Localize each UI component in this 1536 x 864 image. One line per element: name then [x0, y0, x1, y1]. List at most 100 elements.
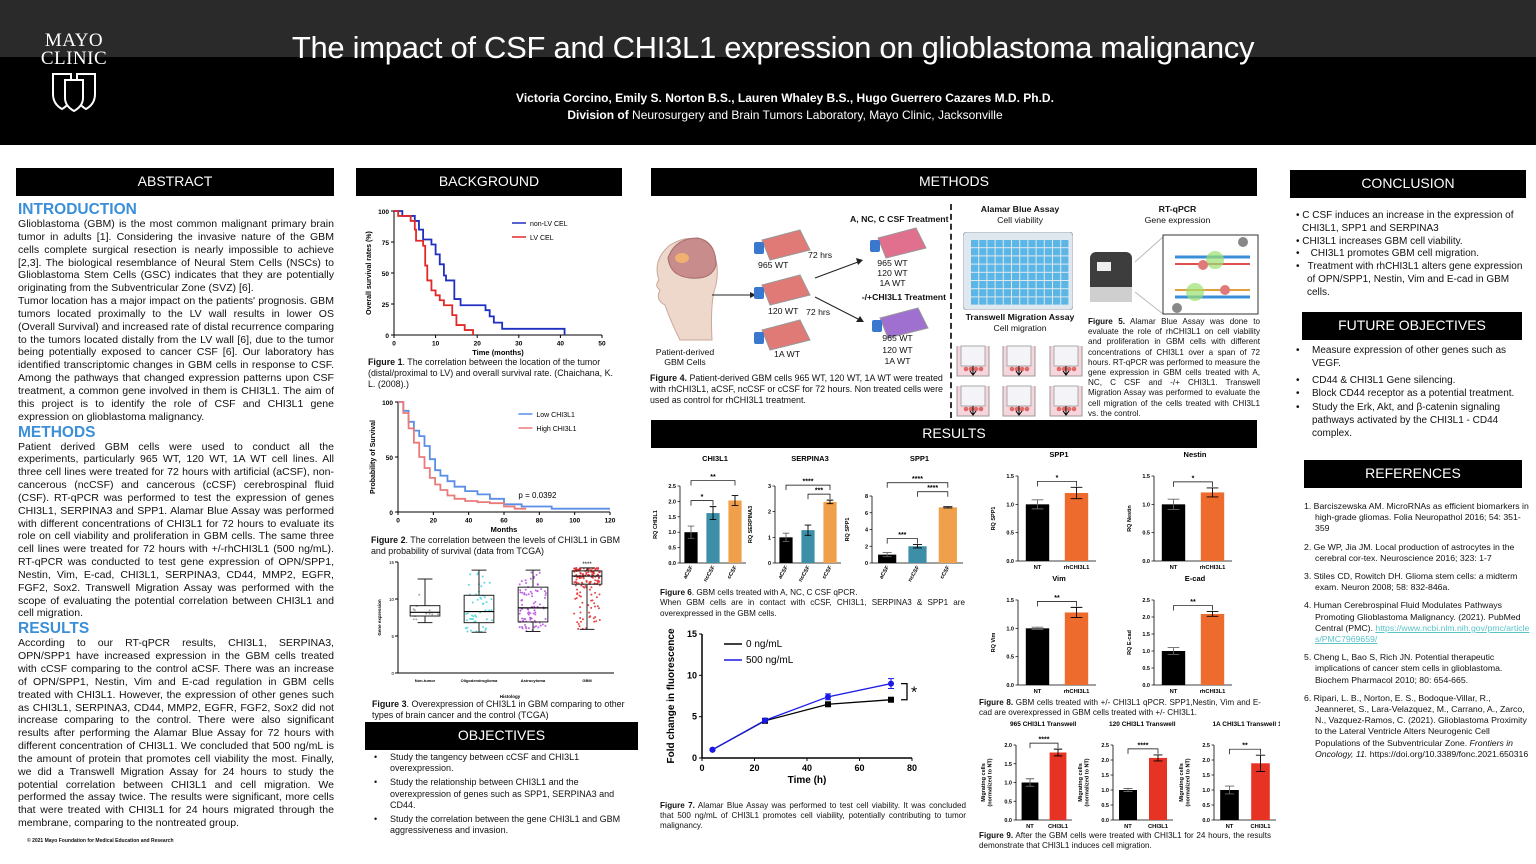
transwell-insert — [1006, 385, 1032, 407]
bar — [823, 501, 837, 563]
figure-1-caption: Figure 1. The correlation between the lo… — [368, 357, 618, 390]
data-point — [538, 603, 541, 606]
bar — [1119, 790, 1137, 820]
plate-well — [995, 297, 1003, 305]
error-bar — [1153, 754, 1163, 762]
data-point — [520, 580, 523, 583]
transwell-title: Transwell Migration Assay — [965, 312, 1075, 322]
reference-item: 6. Ripari, L. B., Norton, E. S., Bodoque… — [1301, 693, 1531, 760]
arrow-icon — [814, 296, 864, 322]
y-tick-label: 0.5 — [668, 546, 676, 552]
data-point — [589, 615, 592, 618]
plate-well — [1003, 297, 1011, 305]
significance-label: *** — [815, 488, 823, 495]
data-point — [428, 609, 431, 612]
data-point — [482, 602, 485, 605]
cell-dot — [1071, 406, 1077, 412]
x-tick-label: aCSF — [879, 564, 892, 580]
error-bar — [943, 506, 953, 509]
x-tick-label: NT — [1034, 565, 1042, 571]
plate-well — [1003, 289, 1011, 297]
x-tick-label: CHI3L1 — [1251, 824, 1272, 830]
y-tick-label: 0.0 — [1142, 683, 1150, 689]
figure-6-caption: Figure 6. GBM cells treated with A, NC, … — [660, 588, 965, 619]
significance-label: **** — [927, 485, 938, 492]
data-point — [593, 572, 596, 575]
data-point — [485, 618, 488, 621]
data-point — [470, 614, 473, 617]
data-point — [578, 625, 581, 628]
data-point — [579, 611, 582, 614]
figure-9-120-chart: 120 CHI3L1 Transwell 1 Migrating cells (no… — [1078, 721, 1177, 830]
patient-cells-label: Patient-derived GBM Cells — [655, 347, 715, 367]
cell-dot — [973, 406, 979, 412]
figure-9-caption: Figure 9. After the GBM cells were treat… — [979, 831, 1271, 851]
plate-well — [1044, 264, 1052, 272]
data-point — [544, 592, 547, 595]
migration-arrow-icon — [1062, 406, 1070, 416]
x-tick-label: 0 — [396, 518, 400, 525]
error-bar — [1070, 606, 1083, 619]
significance-bracket — [1037, 480, 1077, 487]
data-point — [488, 581, 491, 584]
y-tick-label: 0.5 — [1006, 531, 1014, 537]
error-bar — [1031, 626, 1044, 630]
significance-bracket — [1127, 748, 1159, 754]
cell-line: 965 WT — [877, 258, 908, 268]
data-point — [428, 612, 431, 615]
csf-treatment-label: A, NC, C CSF Treatment — [850, 214, 949, 224]
y-tick-label: 2.0 — [1004, 743, 1012, 749]
x-tick-label: rhCHI3L1 — [1064, 565, 1091, 571]
plate-well — [987, 289, 995, 297]
data-point — [524, 623, 527, 626]
chart-title: Nestin — [1184, 450, 1207, 459]
y-tick-label: 75 — [382, 240, 390, 247]
reference-link[interactable]: https://www.ncbi.nlm.nih.gov/pmc/article… — [1315, 622, 1530, 645]
bar — [1200, 613, 1225, 685]
data-point — [475, 615, 478, 618]
x-tick-label: 40 — [802, 763, 812, 773]
objective-item: Study the correlation between the gene C… — [368, 814, 633, 836]
duration-label: 72 hrs — [808, 250, 833, 260]
plate-well — [979, 289, 987, 297]
transwell-insert — [960, 345, 986, 367]
x-tick-label: ncCSF — [907, 564, 921, 583]
data-point — [480, 585, 483, 588]
well-plate-icon — [963, 232, 1073, 310]
y-tick-label: 1.0 — [1202, 788, 1210, 794]
data-point — [577, 627, 580, 630]
significance-bracket — [690, 480, 736, 486]
chart-title: 120 CHI3L1 Transwell 1 — [1109, 721, 1177, 728]
data-point — [579, 606, 582, 609]
box — [571, 570, 603, 585]
significance-bracket — [1173, 605, 1213, 611]
y-tick-label: 1.0 — [668, 530, 676, 536]
x-tick-label: 80 — [907, 763, 917, 773]
cell-dot — [1014, 366, 1020, 372]
plate-well — [971, 289, 979, 297]
data-point — [888, 680, 894, 687]
data-point — [529, 577, 532, 580]
bar — [1200, 492, 1225, 561]
data-point — [415, 618, 418, 621]
poster-header: MAYO CLINIC The impact of CSF and CHI3L1… — [0, 0, 1536, 145]
plate-well — [1044, 272, 1052, 280]
significance-label: ** — [710, 474, 716, 481]
flask-icon — [872, 307, 929, 339]
figure-6-serpina3-chart: SERPINA3 RQ SERPINA3 0 1 2 3 aCSF ncCSF cCSF ****… — [748, 454, 841, 583]
y-axis-label: Fold change in fluorescence — [666, 628, 677, 763]
conclusion-item: • C CSF induces an increase in the expre… — [1296, 210, 1514, 234]
significance-label: **** — [582, 562, 592, 568]
data-point — [534, 601, 537, 604]
data-point — [594, 616, 597, 619]
figure-4-illustration — [656, 227, 929, 351]
y-tick-label: 0.0 — [1006, 683, 1014, 689]
error-bar — [1206, 487, 1219, 498]
data-point — [578, 594, 581, 597]
plate-well — [979, 281, 987, 289]
reference-item: 1. Barciszewska AM. MicroRNAs as efficie… — [1304, 501, 1529, 534]
legend-label: Low CHI3L1 — [536, 412, 575, 419]
plate-well — [1036, 264, 1044, 272]
x-tick-label: 10 — [432, 341, 440, 348]
